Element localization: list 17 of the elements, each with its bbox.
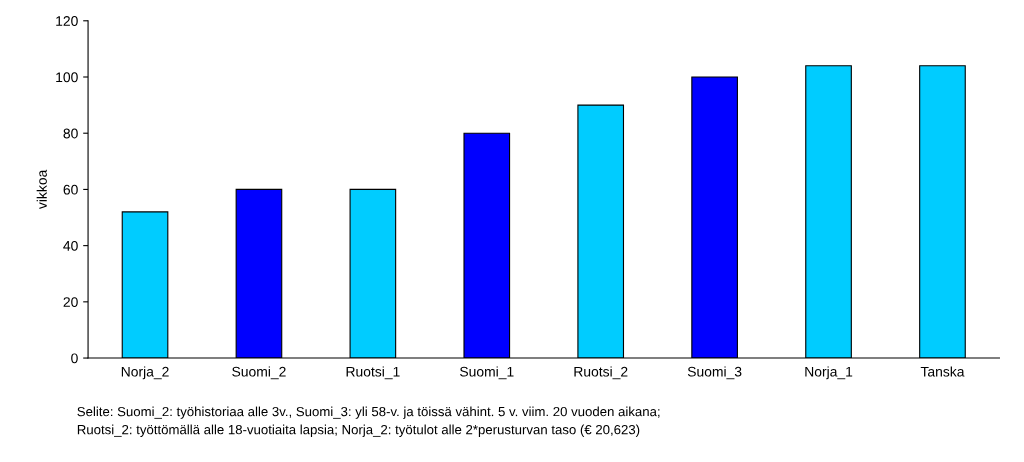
y-tick-label: 60 <box>63 184 78 195</box>
x-tick-label: Tanska <box>920 366 965 377</box>
text: Selite: Suomi_2: työhistoriaa alle 3v., Suomi_3: yli 58-v. ja töissä vähint. 5 v. viim. 20 vuoden aikana; Ruotsi_2: työttömällä alle 18-vuotiaita lapsia; Norja_2: työtulot alle 2*perusturvan taso (€ 20,623) <box>77 406 660 437</box>
x-tick-label: Ruotsi_1 <box>346 366 400 380</box>
y-tick-label: 40 <box>63 240 78 251</box>
x-tick-label: Suomi_3 <box>687 366 742 380</box>
y-tick-label: 80 <box>63 128 78 139</box>
y-axis-title: vikkoa <box>36 169 47 210</box>
y-tick-label: 100 <box>56 72 78 83</box>
y-tick-label: 0 <box>71 353 78 364</box>
x-tick-label: Norja_2 <box>121 366 169 380</box>
x-tick-label: Ruotsi_2 <box>574 366 628 380</box>
x-tick-label: Suomi_2 <box>232 366 286 380</box>
x-tick-label: Suomi_1 <box>460 366 514 380</box>
y-tick-label: 20 <box>63 297 78 308</box>
x-tick-label: Norja_1 <box>805 366 853 380</box>
y-tick-label: 120 <box>56 16 78 26</box>
